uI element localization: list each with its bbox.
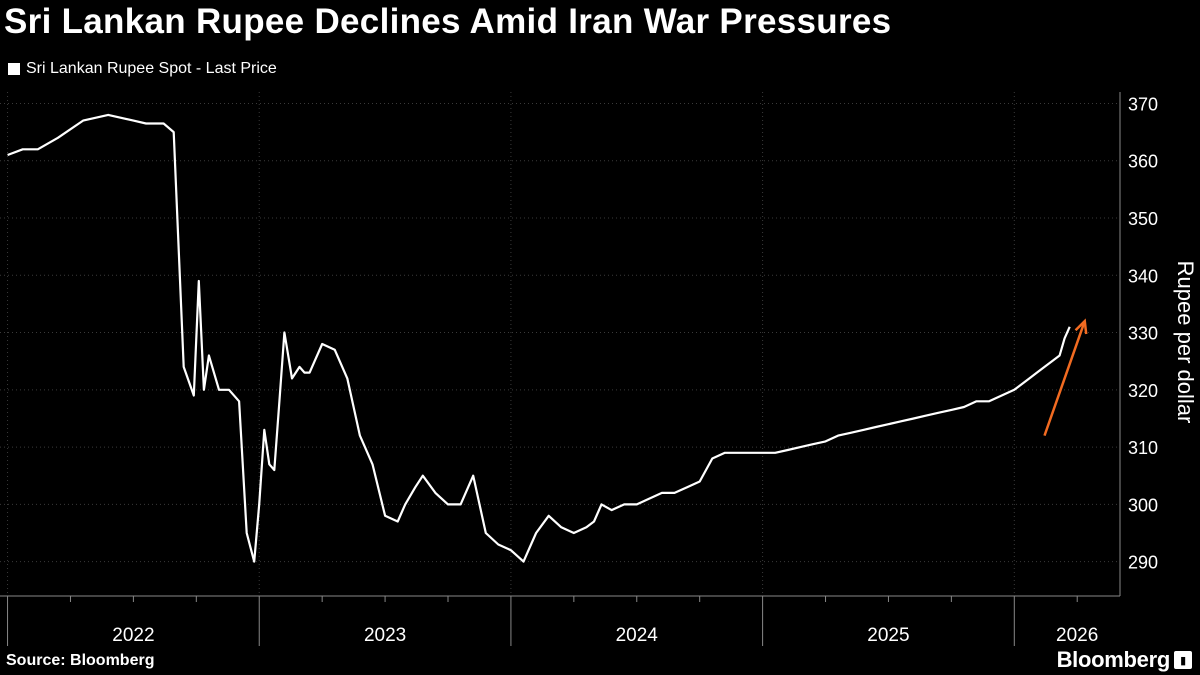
chart-title: Sri Lankan Rupee Declines Amid Iran War … (4, 2, 892, 41)
x-tick-label: 2026 (1056, 625, 1098, 646)
y-tick-label: 340 (1128, 266, 1158, 286)
y-tick-label: 320 (1128, 381, 1158, 401)
x-tick-label: 2024 (616, 625, 659, 646)
x-axis-ticks: 2022 2023 2024 2025 2026 (7, 596, 1098, 646)
series-line-rupee (7, 113, 1071, 563)
x-tick-label: 2025 (867, 625, 909, 646)
legend-label: Sri Lankan Rupee Spot - Last Price (26, 60, 277, 77)
source-note: Source: Bloomberg (6, 652, 155, 669)
y-tick-label: 370 (1128, 94, 1158, 114)
y-axis-ticks: 290 300 310 320 330 340 350 360 370 (1128, 94, 1158, 572)
arrow-head (1074, 318, 1088, 335)
annotation-arrow (1043, 318, 1088, 437)
y-tick-label: 360 (1128, 152, 1158, 172)
y-tick-label: 300 (1128, 495, 1158, 515)
y-tick-label: 330 (1128, 324, 1158, 344)
y-axis-label: Rupee per dollar (1173, 261, 1198, 424)
legend: Sri Lankan Rupee Spot - Last Price (8, 60, 277, 78)
x-tick-label: 2022 (112, 625, 154, 646)
y-tick-label: 290 (1128, 553, 1158, 573)
legend-swatch (8, 63, 20, 75)
y-tick-label: 310 (1128, 438, 1158, 458)
chart-icon: ▮ (1174, 651, 1192, 669)
grid-lines (0, 92, 1121, 596)
x-tick-label: 2023 (364, 625, 406, 646)
logo-text: Bloomberg (1056, 647, 1171, 672)
y-tick-label: 350 (1128, 209, 1158, 229)
arrow-shaft (1043, 320, 1086, 437)
bloomberg-logo: Bloomberg ▮ (1057, 647, 1192, 673)
